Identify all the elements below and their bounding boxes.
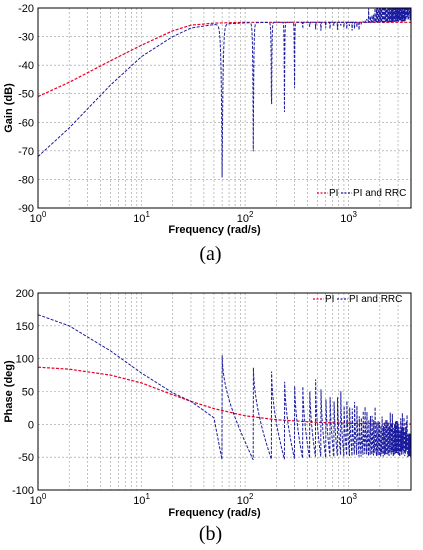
y-tick-label: -80 [18,174,34,186]
series-line-pi-and-rrc [38,314,411,461]
y-tick-label: 50 [22,387,34,399]
phase-plot-frame [37,292,412,491]
y-tick-label: 150 [16,321,34,333]
y-tick-label: -90 [18,203,34,215]
x-tick-label: 100 [30,210,47,225]
phase-legend: PI PI and RRC [313,294,402,305]
x-tick-label: 103 [340,210,357,225]
series-line-pi [38,366,411,425]
gain-tick-labels: -90 -80 -70 -60 -50 -40 -30 -20 100 101 102 103 [18,3,357,225]
y-tick-label: -50 [18,89,34,101]
y-tick-label: -100 [12,485,34,497]
x-tick-label: 103 [340,492,357,507]
series-line-pi [38,21,411,98]
panel-a-label: (a) [199,243,221,265]
phase-chart: -100 -50 0 50 100 150 200 100 101 102 103 Frequenc… [3,288,412,545]
phase-tick-labels: -100 -50 0 50 100 150 200 100 101 102 103 [12,288,358,507]
y-tick-label: -60 [18,117,34,129]
phase-x-axis-label: Frequency (rad/s) [168,507,261,519]
series-line-pi-and-rrc [38,8,411,178]
y-tick-label: -30 [18,32,34,44]
y-tick-label: 100 [16,354,34,366]
x-tick-label: 100 [30,492,47,507]
legend-entry: PI and RRC [349,294,402,305]
panel-b-label: (b) [199,523,222,545]
gain-y-axis-label: Gain (dB) [3,83,15,133]
y-tick-label: -40 [18,60,34,72]
y-tick-label: 0 [28,419,34,431]
legend-entry: PI [325,294,334,305]
phase-y-axis-label: Phase (deg) [3,360,15,423]
gain-x-axis-label: Frequency (rad/s) [168,224,261,236]
legend-entry: PI and RRC [353,188,406,199]
gain-legend: PI PI and RRC [317,188,406,199]
y-tick-label: -70 [18,146,34,158]
y-tick-label: -50 [18,452,34,464]
x-tick-label: 102 [237,210,254,225]
gain-chart: -90 -80 -70 -60 -50 -40 -30 -20 100 101 102 103 Fre… [3,3,412,265]
y-tick-label: -20 [18,3,34,15]
gain-plot-frame [37,7,412,209]
x-tick-label: 101 [133,210,150,225]
x-tick-label: 101 [133,492,150,507]
gain-grid [37,7,412,209]
x-tick-label: 102 [237,492,254,507]
phase-series [38,314,411,461]
legend-entry: PI [329,188,338,199]
gain-series [38,8,411,178]
y-tick-label: 200 [16,288,34,300]
